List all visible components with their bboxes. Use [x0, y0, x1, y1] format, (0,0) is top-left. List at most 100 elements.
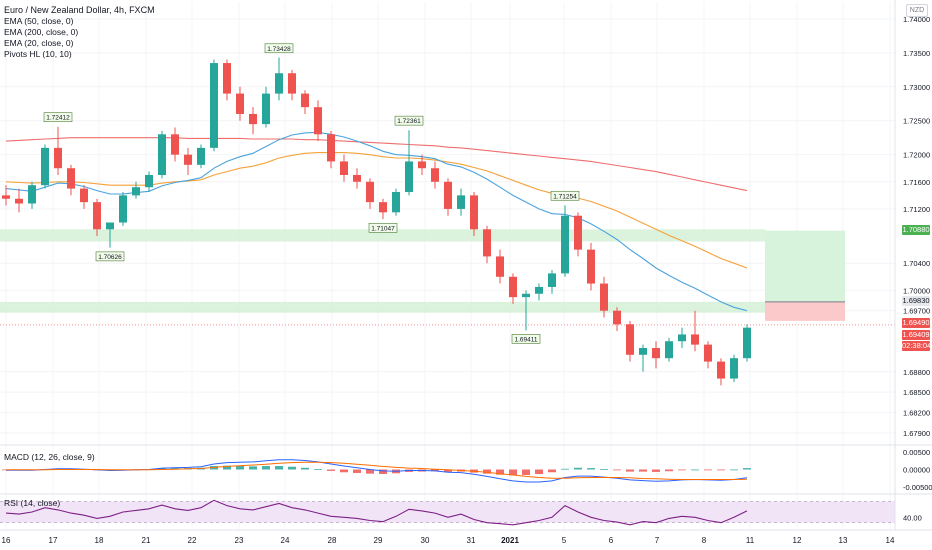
bid-price-badge: 1.69409	[902, 330, 930, 340]
support-resistance-zones	[0, 229, 765, 313]
candle-body	[340, 161, 348, 176]
macd-histogram-bar	[236, 466, 244, 470]
candle-body	[353, 175, 361, 182]
time-tick-label: 17	[49, 536, 58, 545]
candle-body	[392, 191, 400, 213]
rsi-band	[0, 501, 895, 523]
candle-body	[730, 358, 738, 379]
price-tick-label: 1.68500	[903, 388, 930, 397]
pivot-label-box	[550, 190, 580, 201]
candle-body	[301, 93, 309, 108]
rsi-pane	[0, 499, 895, 526]
last-price-badge: 1.69490	[902, 318, 930, 328]
pivot-label-text: 1.73428	[267, 46, 291, 53]
candle-body	[145, 175, 153, 188]
time-tick-label: 12	[793, 536, 802, 545]
candle-body	[522, 293, 530, 298]
candle-body	[93, 202, 101, 230]
macd-histogram-bar	[249, 466, 257, 470]
candle-body	[197, 147, 205, 165]
macd-histogram-bar	[743, 468, 751, 470]
candle-body	[574, 215, 582, 250]
candle-body	[223, 63, 231, 94]
macd-histogram-bar	[639, 469, 647, 472]
macd-histogram-bar	[535, 469, 543, 474]
macd-histogram-bar	[678, 469, 686, 471]
macd-histogram-bar	[223, 465, 231, 470]
macd-histogram-bar	[587, 468, 595, 470]
time-tick-label: 5	[562, 536, 567, 545]
candle-body	[639, 348, 647, 355]
macd-histogram-bar	[314, 469, 322, 470]
rsi-legend[interactable]: RSI (14, close)	[4, 498, 61, 508]
candle-body	[28, 185, 36, 204]
macd-histogram-bar	[366, 469, 374, 474]
long-position-tool[interactable]	[765, 230, 845, 321]
macd-histogram-bar	[652, 469, 660, 472]
macd-histogram-bar	[353, 469, 361, 473]
countdown-badge: 02:38:04	[902, 341, 932, 351]
ema200-legend[interactable]: EMA (200, close, 0)	[4, 27, 79, 37]
candle-body	[431, 168, 439, 182]
ema50-legend[interactable]: EMA (50, close, 0)	[4, 16, 74, 26]
pivot-label-box	[511, 334, 541, 344]
candle-body	[678, 334, 686, 342]
candle-body	[15, 198, 23, 204]
chart-title: Euro / New Zealand Dollar, 4h, FXCM	[4, 5, 155, 15]
macd-histogram-bar	[704, 469, 712, 471]
time-tick-label: 31	[467, 536, 476, 545]
pivot-label-text: 1.71254	[553, 193, 577, 200]
macd-histogram-bar	[600, 469, 608, 470]
candle-body	[249, 113, 257, 125]
pivot-label-box	[95, 251, 125, 262]
pivot-labels: 1.72412 1.70626 1.73428 1.71047 1.72361 1.694…	[43, 43, 580, 344]
time-tick-label: 22	[188, 536, 197, 545]
price-tick-label: 1.70000	[903, 286, 930, 295]
ema200-line	[5, 137, 748, 192]
candle-body	[717, 361, 725, 379]
macd-histogram-bar	[444, 469, 452, 472]
price-tick-label: 1.73500	[903, 49, 930, 58]
time-tick-label: 24	[281, 536, 290, 545]
pivots-legend[interactable]: Pivots HL (10, 10)	[4, 49, 72, 59]
macd-tick-label: -0.00500	[903, 483, 932, 492]
pivot-label-text: 1.72412	[46, 115, 70, 122]
position-target-area	[765, 230, 845, 302]
time-tick-label: 21	[142, 536, 151, 545]
macd-histogram-bar	[717, 469, 725, 471]
macd-histogram-bar	[379, 469, 387, 474]
ema50-line	[5, 152, 748, 269]
macd-histogram-bar	[626, 469, 634, 472]
time-tick-label: 7	[655, 536, 660, 545]
macd-line	[6, 459, 748, 483]
candle-body	[132, 187, 140, 196]
macd-histogram-bar	[340, 469, 348, 473]
price-tick-label: 1.70400	[903, 259, 930, 268]
macd-histogram-bar	[691, 469, 699, 471]
pivot-label-text: 1.70626	[98, 254, 122, 261]
pivot-label-box	[394, 115, 424, 126]
position-stop-area	[765, 301, 845, 321]
macd-histogram-bar	[574, 467, 582, 470]
price-zone	[0, 301, 765, 313]
price-tick-label: 1.72500	[903, 117, 930, 126]
macd-histogram-bar	[262, 466, 270, 470]
macd-pane	[2, 459, 751, 483]
price-tick-label: 1.68200	[903, 408, 930, 417]
ema20-legend[interactable]: EMA (20, close, 0)	[4, 38, 74, 48]
candle-body	[158, 134, 166, 176]
candle-body	[691, 334, 699, 345]
candle-body	[236, 93, 244, 114]
price-tick-label: 1.72000	[903, 151, 930, 160]
price-tick-label: 1.69700	[903, 307, 930, 316]
candle-body	[626, 324, 634, 355]
macd-histogram-bar	[431, 469, 439, 472]
time-tick-label: 28	[328, 536, 337, 545]
macd-histogram-bar	[158, 468, 166, 470]
time-tick-label: 6	[609, 536, 614, 545]
time-tick-label: 2021	[501, 536, 519, 545]
macd-legend[interactable]: MACD (12, 26, close, 9)	[4, 452, 95, 462]
currency-label[interactable]: NZD	[906, 4, 928, 17]
